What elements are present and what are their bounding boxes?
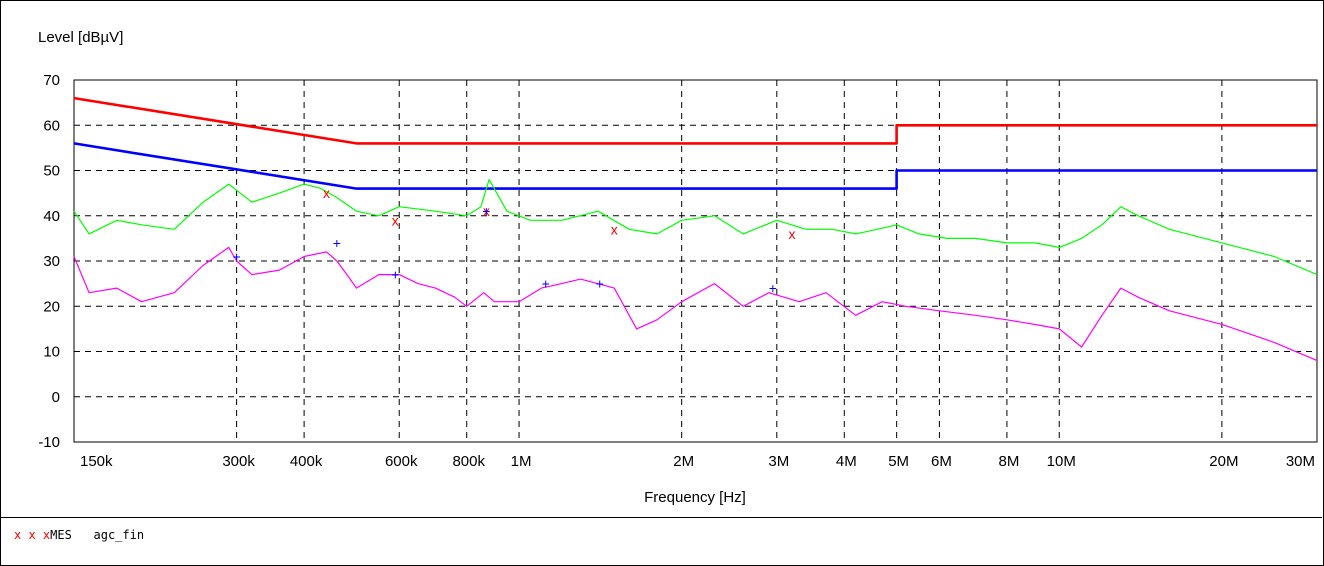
plot-area bbox=[73, 79, 1318, 443]
y-tick-label: 0 bbox=[52, 389, 60, 406]
legend-name: agc_fin bbox=[93, 528, 145, 542]
y-tick-label: 50 bbox=[43, 163, 60, 180]
y-tick-label: 60 bbox=[43, 117, 60, 134]
series-group bbox=[73, 96, 1318, 362]
y-tick-label: -10 bbox=[38, 434, 60, 451]
x-axis-title: Frequency [Hz] bbox=[644, 489, 746, 506]
marker-plus: + bbox=[482, 203, 490, 219]
x-tick-label: 150k bbox=[80, 453, 113, 470]
y-tick-label: 10 bbox=[43, 344, 60, 361]
marker-plus: + bbox=[391, 267, 399, 283]
series-line-1 bbox=[73, 96, 1317, 145]
x-tick-label: 20M bbox=[1209, 453, 1238, 470]
legend-markers: x x x bbox=[14, 528, 51, 542]
grid bbox=[74, 80, 1317, 442]
legend-separator bbox=[0, 517, 1322, 518]
legend-label: MES bbox=[50, 528, 72, 542]
marker-x: x bbox=[611, 221, 618, 237]
marker-plus: + bbox=[769, 280, 777, 296]
series-line-3 bbox=[73, 179, 1318, 276]
x-tick-label: 800k bbox=[452, 453, 485, 470]
x-tick-label: 1M bbox=[511, 453, 532, 470]
marker-plus: + bbox=[596, 276, 604, 292]
x-tick-label: 30M bbox=[1286, 453, 1315, 470]
x-tick-label: 6M bbox=[931, 453, 952, 470]
y-tick-label: 30 bbox=[43, 253, 60, 270]
x-tick-label: 5M bbox=[888, 453, 909, 470]
marker-x: x bbox=[483, 203, 490, 219]
y-axis-title: Level [dBµV] bbox=[38, 29, 123, 46]
y-tick-label: 20 bbox=[43, 298, 60, 315]
x-tick-label: 300k bbox=[222, 453, 255, 470]
marker-x: x bbox=[788, 226, 795, 242]
y-ticks: 70 60 50 40 30 20 10 0 -10 bbox=[38, 72, 60, 451]
series-line-4 bbox=[73, 246, 1318, 362]
x-ticks: 150k 300k 400k 600k 800k 1M 2M 3M 4M 5M 6M 8M 10M 20M… bbox=[80, 453, 1315, 470]
marker-x: x bbox=[323, 185, 330, 201]
x-tick-label: 4M bbox=[836, 453, 857, 470]
x-tick-label: 3M bbox=[768, 453, 789, 470]
y-tick-label: 40 bbox=[43, 208, 60, 225]
x-tick-label: 400k bbox=[290, 453, 323, 470]
y-tick-label: 70 bbox=[43, 72, 60, 89]
marker-plus: + bbox=[233, 248, 241, 264]
legend: x x xMES agc_fin bbox=[14, 528, 144, 542]
marker-x: x bbox=[392, 212, 399, 228]
series-line-2 bbox=[73, 142, 1317, 190]
x-tick-label: 8M bbox=[998, 453, 1019, 470]
x-tick-label: 2M bbox=[673, 453, 694, 470]
marker-plus: + bbox=[333, 235, 341, 251]
marker-plus: + bbox=[542, 276, 550, 292]
x-tick-label: 10M bbox=[1047, 453, 1076, 470]
x-tick-label: 600k bbox=[385, 453, 418, 470]
